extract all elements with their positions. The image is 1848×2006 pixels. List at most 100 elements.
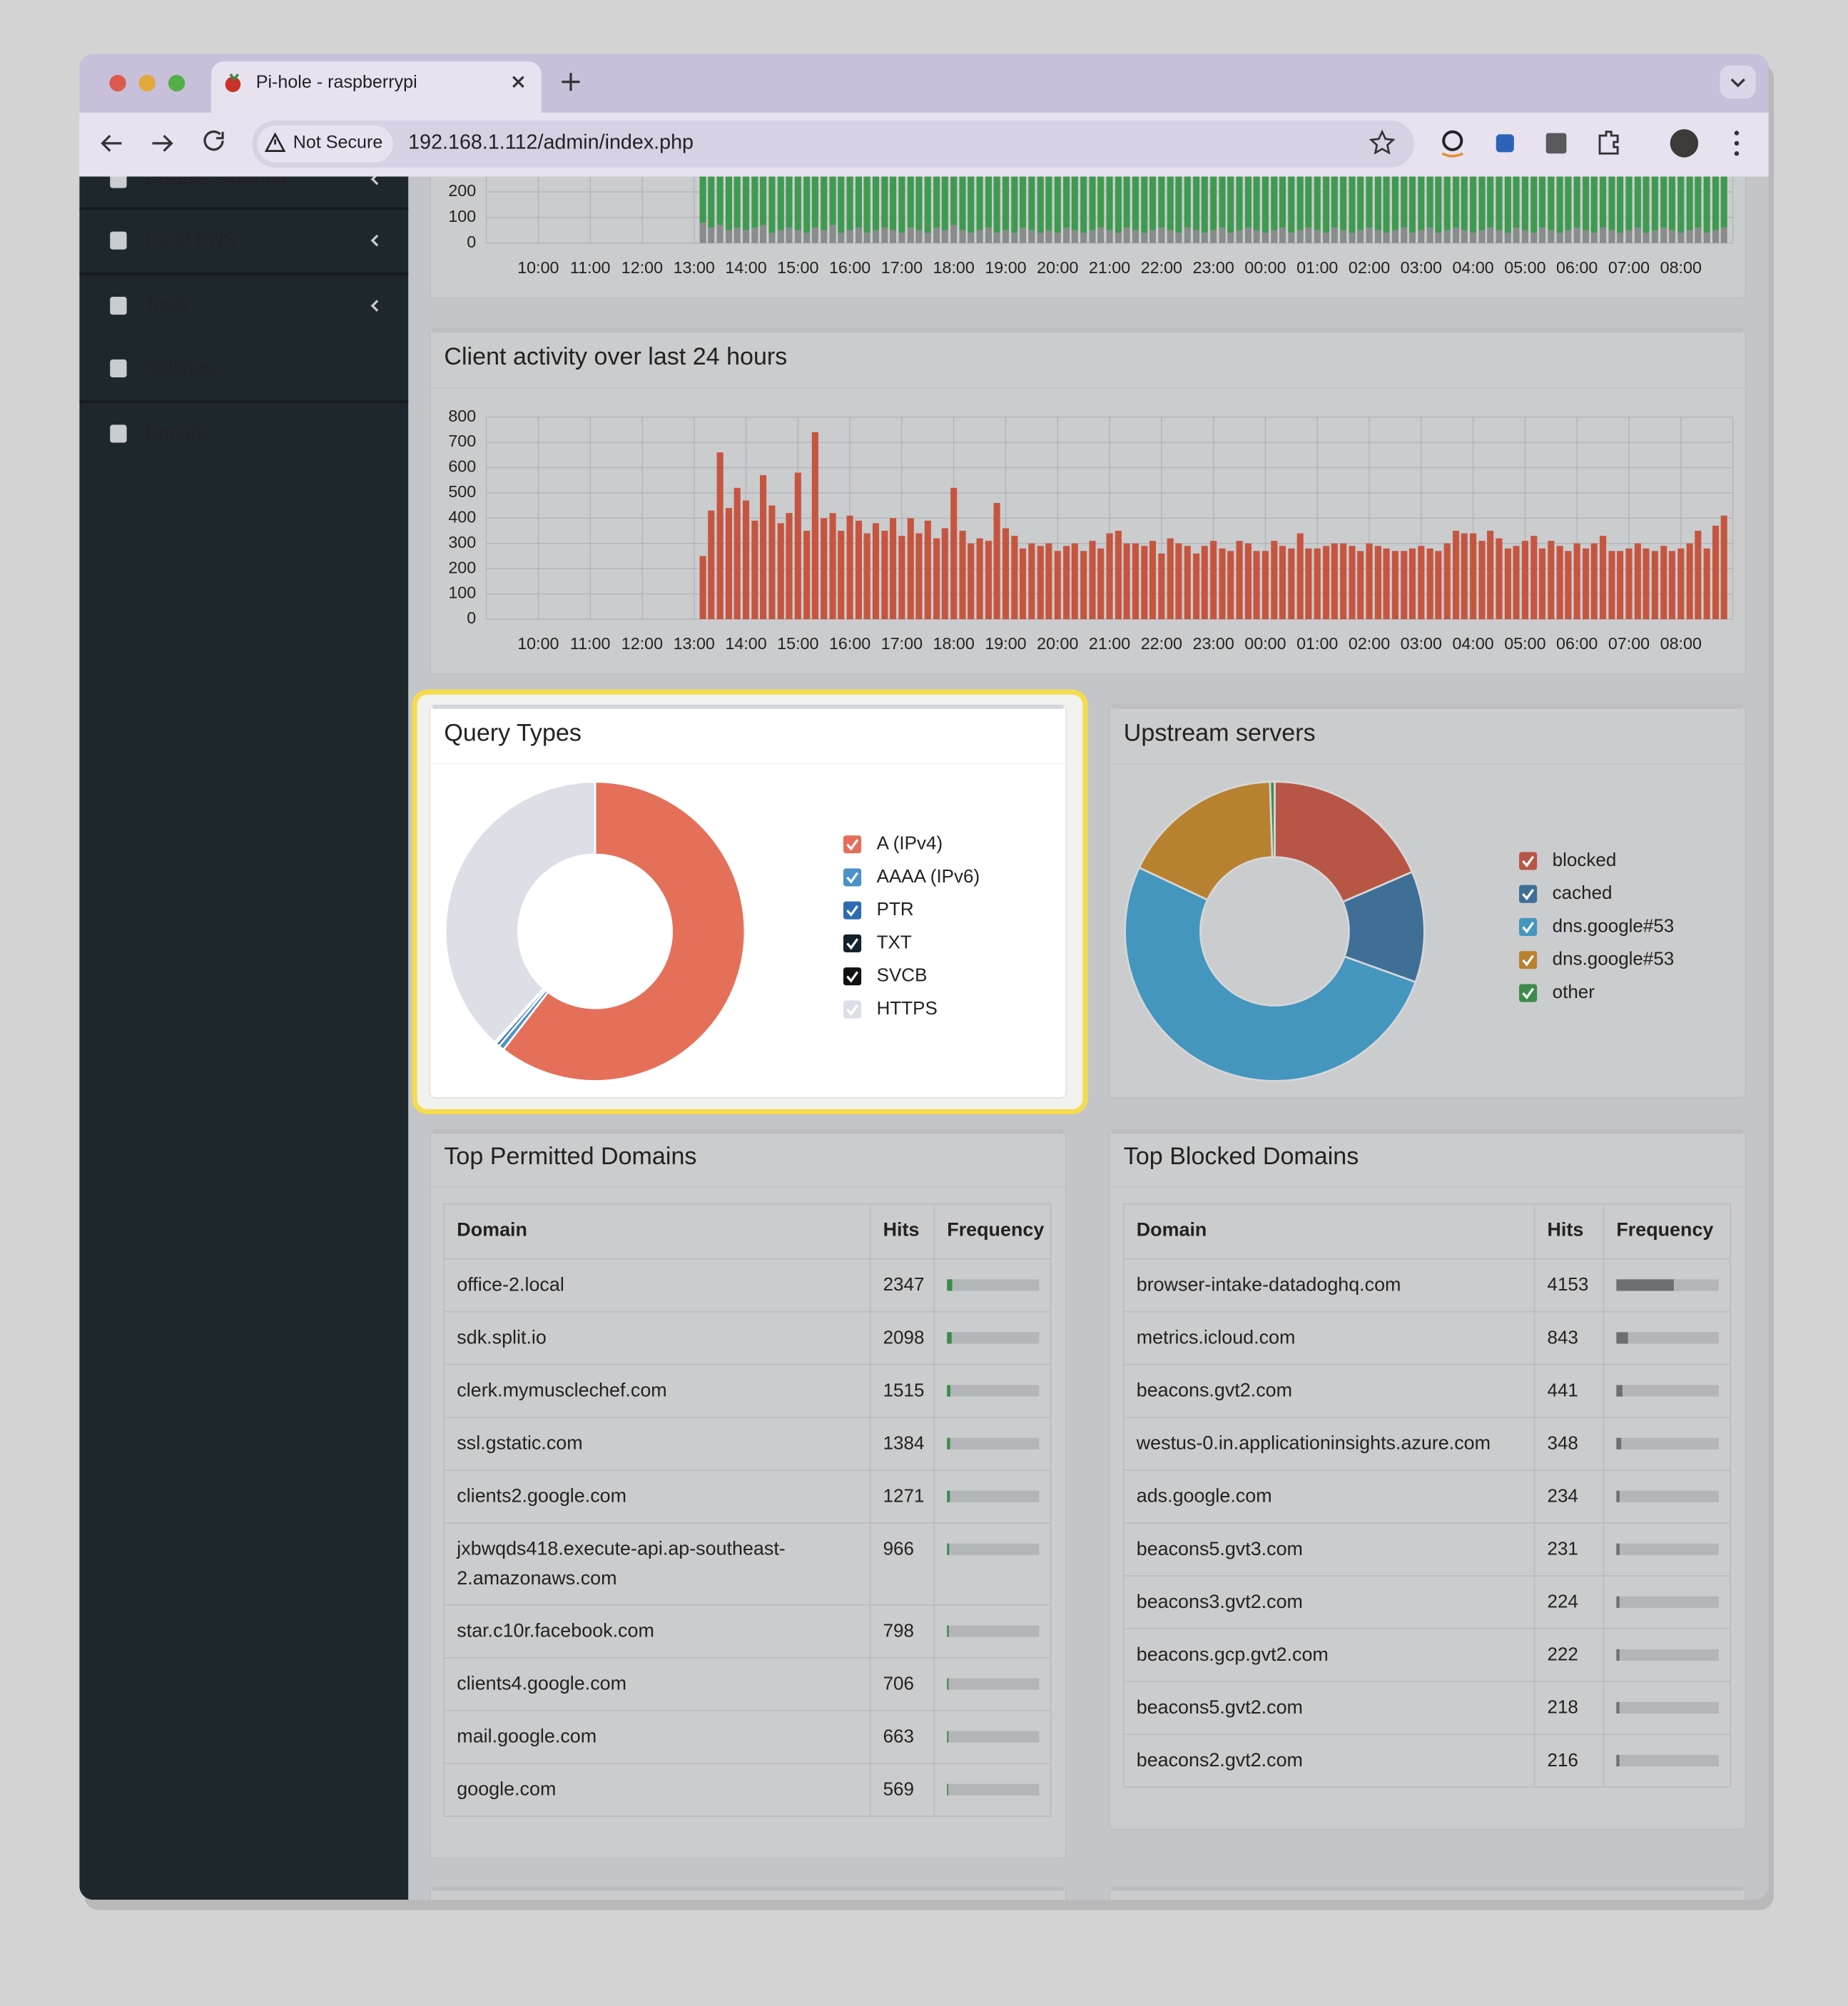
domain-link[interactable]: clients4.google.com bbox=[457, 1673, 626, 1694]
bar bbox=[1677, 176, 1685, 233]
extension-k[interactable] bbox=[1545, 133, 1567, 154]
bar bbox=[1408, 548, 1416, 619]
legend-checkbox[interactable] bbox=[1519, 951, 1538, 969]
security-chip[interactable] bbox=[257, 125, 393, 163]
url-text[interactable]: 192.168.1.112/admin/index.php bbox=[408, 131, 694, 153]
frequency-track bbox=[1616, 1385, 1719, 1397]
legend-label[interactable]: TXT bbox=[877, 931, 912, 952]
domain-link[interactable]: clients2.google.com bbox=[457, 1485, 626, 1507]
sidebar-item[interactable]: Donate bbox=[145, 422, 207, 443]
legend-label[interactable]: dns.google#53 bbox=[1553, 915, 1675, 936]
bar bbox=[872, 523, 880, 619]
extensions-menu[interactable] bbox=[1598, 131, 1619, 155]
legend-label[interactable]: PTR bbox=[877, 898, 914, 920]
bar bbox=[1314, 230, 1321, 243]
bar bbox=[941, 230, 948, 243]
bar bbox=[1279, 228, 1286, 243]
bookmark-star[interactable] bbox=[1369, 129, 1396, 155]
bar bbox=[1565, 551, 1572, 619]
new-tab[interactable] bbox=[562, 73, 580, 91]
bar bbox=[985, 176, 992, 228]
forward-button[interactable] bbox=[152, 134, 173, 152]
close-button[interactable] bbox=[109, 74, 126, 92]
bar bbox=[976, 230, 983, 243]
menu-dot[interactable] bbox=[1734, 151, 1740, 156]
legend-checkbox[interactable] bbox=[1519, 984, 1538, 1002]
menu-dot[interactable] bbox=[1734, 141, 1740, 146]
legend-label[interactable]: other bbox=[1553, 981, 1595, 1002]
legend-checkbox[interactable] bbox=[1519, 917, 1538, 937]
legend-label[interactable]: blocked bbox=[1553, 849, 1617, 870]
legend-label[interactable]: AAAA (IPv6) bbox=[877, 865, 980, 887]
extension-blue[interactable] bbox=[1496, 134, 1514, 153]
x-tick-label: 16:00 bbox=[829, 634, 870, 653]
bar bbox=[794, 472, 801, 619]
domain-link[interactable]: ads.google.com bbox=[1137, 1485, 1272, 1507]
domain-link[interactable]: beacons.gcp.gvt2.com bbox=[1137, 1644, 1329, 1665]
tab-close[interactable] bbox=[512, 76, 524, 88]
extension-amazon[interactable] bbox=[1442, 130, 1463, 151]
domain-link[interactable]: mail.google.com bbox=[457, 1726, 596, 1747]
tab-menu[interactable] bbox=[1720, 65, 1756, 99]
legend-label[interactable]: HTTPS bbox=[877, 997, 938, 1019]
domain-link[interactable]: office-2.local bbox=[457, 1273, 564, 1295]
legend-checkbox[interactable] bbox=[843, 1000, 862, 1019]
sidebar-item[interactable]: Disable Blocking bbox=[145, 167, 287, 188]
profile-avatar[interactable] bbox=[1670, 129, 1699, 158]
legend-checkbox[interactable] bbox=[843, 868, 862, 887]
sidebar-item[interactable]: Settings bbox=[145, 357, 214, 378]
legend-checkbox[interactable] bbox=[843, 901, 862, 920]
legend-checkbox[interactable] bbox=[843, 934, 862, 952]
domain-link[interactable]: beacons2.gvt2.com bbox=[1137, 1749, 1303, 1771]
bar bbox=[1521, 230, 1528, 243]
domain-link[interactable]: star.c10r.facebook.com bbox=[457, 1620, 654, 1641]
domain-link[interactable]: westus-0.in.applicationinsights.azure.co… bbox=[1136, 1432, 1491, 1454]
legend-checkbox[interactable] bbox=[843, 835, 862, 854]
back-button[interactable] bbox=[101, 134, 122, 152]
x-tick-label: 11:00 bbox=[570, 634, 611, 653]
domain-link[interactable]: clerk.mymusclechef.com bbox=[457, 1380, 666, 1401]
menu-dot[interactable] bbox=[1734, 131, 1740, 136]
domain-link[interactable]: google.com bbox=[457, 1778, 556, 1800]
x-tick-label: 01:00 bbox=[1296, 634, 1338, 653]
legend-label[interactable]: A (IPv4) bbox=[877, 832, 943, 853]
legend-checkbox[interactable] bbox=[1519, 885, 1538, 903]
bar bbox=[1651, 176, 1658, 230]
minimize-button[interactable] bbox=[138, 74, 156, 92]
legend-label[interactable]: dns.google#53 bbox=[1553, 948, 1675, 969]
bar bbox=[1149, 541, 1157, 619]
bar bbox=[1340, 176, 1347, 230]
hits-value: 2098 bbox=[883, 1326, 925, 1348]
address-bar[interactable] bbox=[252, 120, 1414, 168]
sidebar-item[interactable]: Local DNS bbox=[145, 228, 237, 250]
bar bbox=[1296, 533, 1304, 619]
active-tab[interactable] bbox=[210, 61, 542, 113]
bar bbox=[1608, 551, 1615, 619]
domain-link[interactable]: beacons.gvt2.com bbox=[1137, 1380, 1292, 1401]
reload-button[interactable] bbox=[203, 130, 224, 151]
bar bbox=[1149, 176, 1157, 230]
bar bbox=[803, 531, 811, 619]
domain-link[interactable]: jxbwqds418.execute-api.ap-southeast- 2.am… bbox=[456, 1538, 785, 1589]
legend-checkbox[interactable] bbox=[1519, 852, 1538, 870]
bar bbox=[1712, 525, 1720, 619]
bar bbox=[1037, 176, 1044, 233]
bar bbox=[1590, 233, 1598, 243]
domain-link[interactable]: sdk.split.io bbox=[457, 1327, 547, 1348]
legend-label[interactable]: cached bbox=[1553, 882, 1613, 903]
domain-link[interactable]: metrics.icloud.com bbox=[1137, 1327, 1296, 1348]
bar bbox=[1391, 230, 1398, 243]
zoom-button[interactable] bbox=[168, 74, 186, 92]
bar bbox=[1002, 176, 1010, 230]
sidebar-item[interactable]: Tools bbox=[145, 294, 190, 315]
domain-link[interactable]: beacons5.gvt3.com bbox=[1137, 1538, 1303, 1559]
domain-link[interactable]: browser-intake-datadoghq.com bbox=[1137, 1273, 1401, 1295]
bar bbox=[1600, 228, 1607, 243]
domain-link[interactable]: beacons3.gvt2.com bbox=[1137, 1591, 1303, 1612]
hits-value: 441 bbox=[1547, 1379, 1578, 1400]
domain-link[interactable]: beacons5.gvt2.com bbox=[1137, 1696, 1303, 1718]
legend-label[interactable]: SVCB bbox=[877, 964, 928, 986]
legend-checkbox[interactable] bbox=[843, 967, 862, 986]
bar bbox=[838, 176, 845, 233]
domain-link[interactable]: ssl.gstatic.com bbox=[457, 1432, 582, 1454]
